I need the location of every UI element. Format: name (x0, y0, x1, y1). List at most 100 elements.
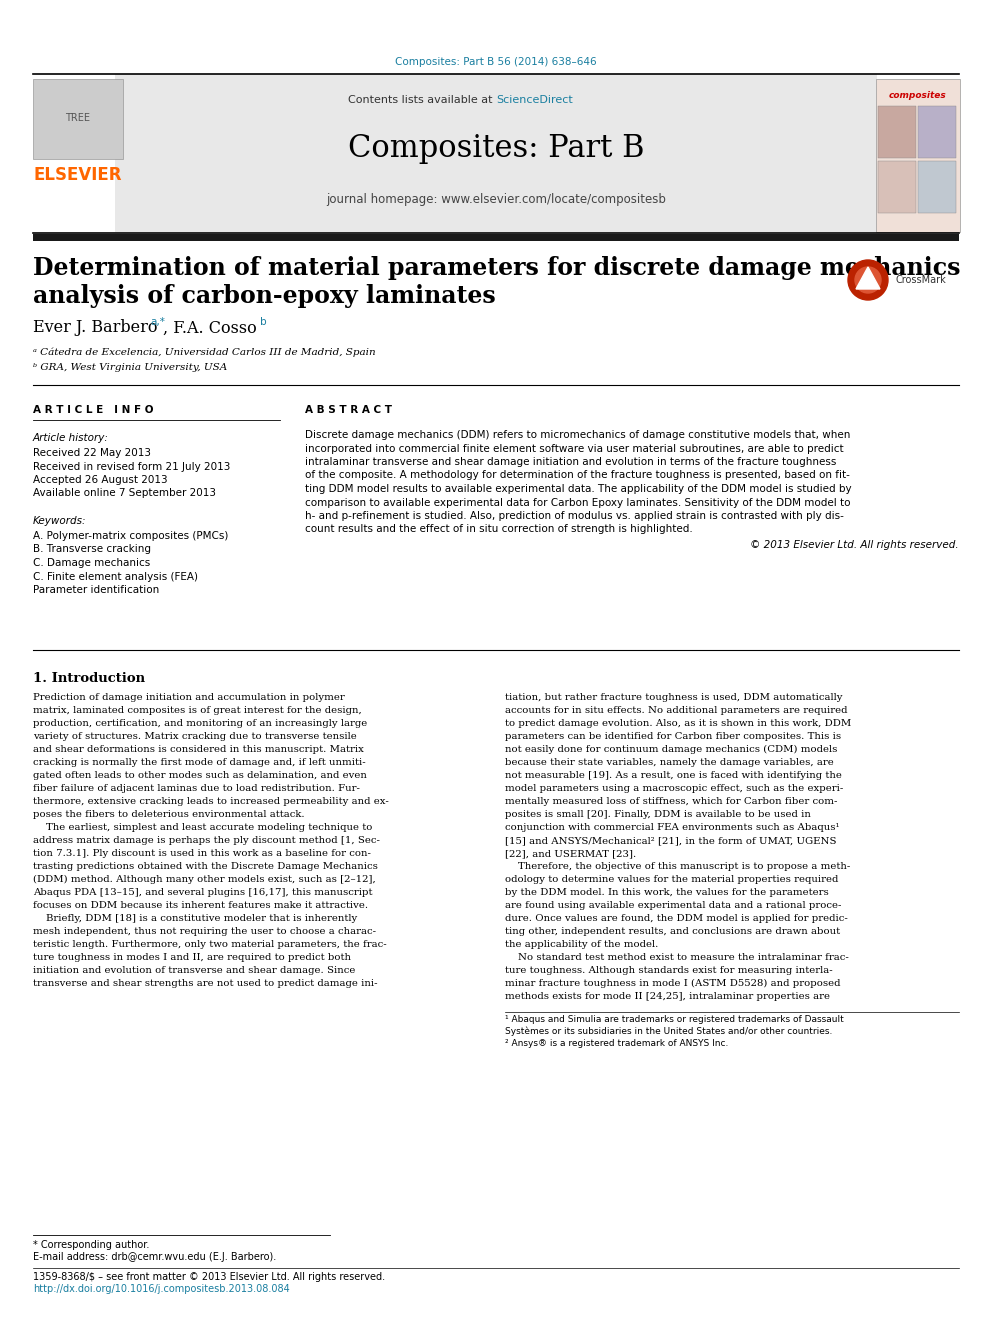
Polygon shape (856, 267, 880, 288)
Text: ² Ansys® is a registered trademark of ANSYS Inc.: ² Ansys® is a registered trademark of AN… (505, 1039, 728, 1048)
Text: Ever J. Barbero: Ever J. Barbero (33, 319, 158, 336)
Text: methods exists for mode II [24,25], intralaminar properties are: methods exists for mode II [24,25], intr… (505, 992, 830, 1002)
Text: Briefly, DDM [18] is a constitutive modeler that is inherently: Briefly, DDM [18] is a constitutive mode… (33, 914, 357, 923)
FancyBboxPatch shape (33, 79, 123, 159)
Text: conjunction with commercial FEA environments such as Abaqus¹: conjunction with commercial FEA environm… (505, 823, 839, 832)
FancyBboxPatch shape (878, 161, 916, 213)
Text: because their state variables, namely the damage variables, are: because their state variables, namely th… (505, 758, 833, 767)
Text: C. Finite element analysis (FEA): C. Finite element analysis (FEA) (33, 572, 198, 582)
Text: Received in revised form 21 July 2013: Received in revised form 21 July 2013 (33, 462, 230, 471)
Text: Composites: Part B: Composites: Part B (348, 132, 644, 164)
Text: © 2013 Elsevier Ltd. All rights reserved.: © 2013 Elsevier Ltd. All rights reserved… (750, 540, 959, 550)
FancyBboxPatch shape (115, 74, 877, 232)
Text: A. Polymer-matrix composites (PMCs): A. Polymer-matrix composites (PMCs) (33, 531, 228, 541)
Text: journal homepage: www.elsevier.com/locate/compositesb: journal homepage: www.elsevier.com/locat… (326, 193, 666, 206)
Text: TREE: TREE (65, 112, 90, 123)
Text: parameters can be identified for Carbon fiber composites. This is: parameters can be identified for Carbon … (505, 732, 841, 741)
Text: a,*: a,* (150, 318, 165, 327)
Text: ting DDM model results to available experimental data. The applicability of the : ting DDM model results to available expe… (305, 484, 851, 493)
Text: comparison to available experimental data for Carbon Epoxy laminates. Sensitivit: comparison to available experimental dat… (305, 497, 850, 508)
Text: ture toughness. Although standards exist for measuring interla-: ture toughness. Although standards exist… (505, 966, 832, 975)
Text: teristic length. Furthermore, only two material parameters, the frac-: teristic length. Furthermore, only two m… (33, 941, 387, 949)
Text: the applicability of the model.: the applicability of the model. (505, 941, 659, 949)
Text: b: b (260, 318, 267, 327)
Text: tiation, but rather fracture toughness is used, DDM automatically: tiation, but rather fracture toughness i… (505, 693, 842, 703)
Text: ture toughness in modes I and II, are required to predict both: ture toughness in modes I and II, are re… (33, 953, 351, 962)
Text: and shear deformations is considered in this manuscript. Matrix: and shear deformations is considered in … (33, 745, 364, 754)
Text: ScienceDirect: ScienceDirect (496, 95, 572, 105)
Text: 1359-8368/$ – see front matter © 2013 Elsevier Ltd. All rights reserved.: 1359-8368/$ – see front matter © 2013 El… (33, 1271, 385, 1282)
Text: Contents lists available at: Contents lists available at (348, 95, 496, 105)
Text: by the DDM model. In this work, the values for the parameters: by the DDM model. In this work, the valu… (505, 888, 828, 897)
Text: ¹ Abaqus and Simulia are trademarks or registered trademarks of Dassault: ¹ Abaqus and Simulia are trademarks or r… (505, 1015, 844, 1024)
Text: 1. Introduction: 1. Introduction (33, 672, 145, 685)
FancyBboxPatch shape (918, 161, 956, 213)
Text: accounts for in situ effects. No additional parameters are required: accounts for in situ effects. No additio… (505, 706, 847, 714)
Text: cracking is normally the first mode of damage and, if left unmiti-: cracking is normally the first mode of d… (33, 758, 366, 767)
Text: CrossMark: CrossMark (895, 275, 945, 284)
Text: to predict damage evolution. Also, as it is shown in this work, DDM: to predict damage evolution. Also, as it… (505, 718, 851, 728)
Text: matrix, laminated composites is of great interest for the design,: matrix, laminated composites is of great… (33, 706, 362, 714)
Text: Article history:: Article history: (33, 433, 109, 443)
Text: count results and the effect of in situ correction of strength is highlighted.: count results and the effect of in situ … (305, 524, 692, 534)
Text: tion 7.3.1]. Ply discount is used in this work as a baseline for con-: tion 7.3.1]. Ply discount is used in thi… (33, 849, 371, 859)
Text: (DDM) method. Although many other models exist, such as [2–12],: (DDM) method. Although many other models… (33, 875, 376, 884)
Text: analysis of carbon-epoxy laminates: analysis of carbon-epoxy laminates (33, 284, 496, 308)
Text: Available online 7 September 2013: Available online 7 September 2013 (33, 488, 216, 499)
Text: gated often leads to other modes such as delamination, and even: gated often leads to other modes such as… (33, 771, 367, 781)
Text: E-mail address: drb@cemr.wvu.edu (E.J. Barbero).: E-mail address: drb@cemr.wvu.edu (E.J. B… (33, 1252, 276, 1262)
Text: http://dx.doi.org/10.1016/j.compositesb.2013.08.084: http://dx.doi.org/10.1016/j.compositesb.… (33, 1285, 290, 1294)
Text: intralaminar transverse and shear damage initiation and evolution in terms of th: intralaminar transverse and shear damage… (305, 456, 836, 467)
Text: ELSEVIER: ELSEVIER (34, 165, 122, 184)
Text: Therefore, the objective of this manuscript is to propose a meth-: Therefore, the objective of this manuscr… (505, 863, 850, 871)
FancyBboxPatch shape (878, 106, 916, 157)
Text: [22], and USERMAT [23].: [22], and USERMAT [23]. (505, 849, 636, 859)
Circle shape (855, 267, 881, 292)
Text: composites: composites (889, 90, 947, 99)
Text: dure. Once values are found, the DDM model is applied for predic-: dure. Once values are found, the DDM mod… (505, 914, 848, 923)
Text: not measurable [19]. As a result, one is faced with identifying the: not measurable [19]. As a result, one is… (505, 771, 842, 781)
FancyBboxPatch shape (918, 106, 956, 157)
Text: posites is small [20]. Finally, DDM is available to be used in: posites is small [20]. Finally, DDM is a… (505, 810, 810, 819)
FancyBboxPatch shape (876, 79, 960, 232)
Text: No standard test method exist to measure the intralaminar frac-: No standard test method exist to measure… (505, 953, 849, 962)
Text: Systèmes or its subsidiaries in the United States and/or other countries.: Systèmes or its subsidiaries in the Unit… (505, 1027, 832, 1036)
Text: B. Transverse cracking: B. Transverse cracking (33, 545, 151, 554)
Text: The earliest, simplest and least accurate modeling technique to: The earliest, simplest and least accurat… (33, 823, 372, 832)
Text: Received 22 May 2013: Received 22 May 2013 (33, 448, 151, 458)
Text: Composites: Part B 56 (2014) 638–646: Composites: Part B 56 (2014) 638–646 (395, 57, 597, 67)
Text: ting other, independent results, and conclusions are drawn about: ting other, independent results, and con… (505, 927, 840, 935)
Text: [15] and ANSYS/Mechanical² [21], in the form of UMAT, UGENS: [15] and ANSYS/Mechanical² [21], in the … (505, 836, 836, 845)
Text: odology to determine values for the material properties required: odology to determine values for the mate… (505, 875, 838, 884)
Text: model parameters using a macroscopic effect, such as the experi-: model parameters using a macroscopic eff… (505, 785, 843, 792)
Text: h- and p-refinement is studied. Also, prediction of modulus vs. applied strain i: h- and p-refinement is studied. Also, pr… (305, 511, 844, 521)
Text: incorporated into commercial finite element software via user material subroutin: incorporated into commercial finite elem… (305, 443, 843, 454)
Text: * Corresponding author.: * Corresponding author. (33, 1240, 150, 1250)
Circle shape (848, 261, 888, 300)
Text: transverse and shear strengths are not used to predict damage ini-: transverse and shear strengths are not u… (33, 979, 378, 988)
Text: Accepted 26 August 2013: Accepted 26 August 2013 (33, 475, 168, 486)
Text: Prediction of damage initiation and accumulation in polymer: Prediction of damage initiation and accu… (33, 693, 345, 703)
Text: initiation and evolution of transverse and shear damage. Since: initiation and evolution of transverse a… (33, 966, 355, 975)
Text: variety of structures. Matrix cracking due to transverse tensile: variety of structures. Matrix cracking d… (33, 732, 357, 741)
FancyBboxPatch shape (33, 234, 959, 241)
Text: fiber failure of adjacent laminas due to load redistribution. Fur-: fiber failure of adjacent laminas due to… (33, 785, 360, 792)
Text: Keywords:: Keywords: (33, 516, 86, 527)
Text: mentally measured loss of stiffness, which for Carbon fiber com-: mentally measured loss of stiffness, whi… (505, 796, 837, 806)
Text: poses the fibers to deleterious environmental attack.: poses the fibers to deleterious environm… (33, 810, 305, 819)
Text: A B S T R A C T: A B S T R A C T (305, 405, 392, 415)
Text: are found using available experimental data and a rational proce-: are found using available experimental d… (505, 901, 841, 910)
Text: A R T I C L E   I N F O: A R T I C L E I N F O (33, 405, 154, 415)
Text: of the composite. A methodology for determination of the fracture toughness is p: of the composite. A methodology for dete… (305, 471, 850, 480)
Text: not easily done for continuum damage mechanics (CDM) models: not easily done for continuum damage mec… (505, 745, 837, 754)
Text: ᵇ GRA, West Virginia University, USA: ᵇ GRA, West Virginia University, USA (33, 364, 227, 373)
Text: trasting predictions obtained with the Discrete Damage Mechanics: trasting predictions obtained with the D… (33, 863, 378, 871)
Text: Discrete damage mechanics (DDM) refers to micromechanics of damage constitutive : Discrete damage mechanics (DDM) refers t… (305, 430, 850, 441)
Text: Abaqus PDA [13–15], and several plugins [16,17], this manuscript: Abaqus PDA [13–15], and several plugins … (33, 888, 373, 897)
Text: address matrix damage is perhaps the ply discount method [1, Sec-: address matrix damage is perhaps the ply… (33, 836, 380, 845)
Text: ᵃ Cátedra de Excelencia, Universidad Carlos III de Madrid, Spain: ᵃ Cátedra de Excelencia, Universidad Car… (33, 347, 376, 357)
Text: Determination of material parameters for discrete damage mechanics: Determination of material parameters for… (33, 255, 960, 280)
Text: , F.A. Cosso: , F.A. Cosso (163, 319, 257, 336)
Text: thermore, extensive cracking leads to increased permeability and ex-: thermore, extensive cracking leads to in… (33, 796, 389, 806)
Text: production, certification, and monitoring of an increasingly large: production, certification, and monitorin… (33, 718, 367, 728)
